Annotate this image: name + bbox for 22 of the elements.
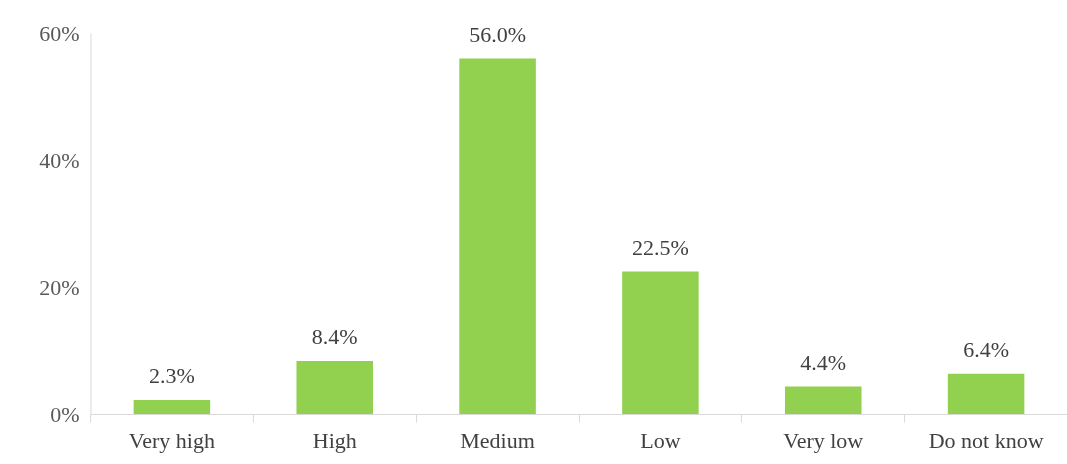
y-tick-label: 20% [39, 274, 80, 300]
x-tick-label: Low [640, 427, 681, 453]
x-tick-label: Very high [128, 427, 215, 453]
y-tick-label: 60% [39, 20, 80, 46]
bar [296, 361, 374, 415]
data-label: 8.4% [311, 324, 358, 350]
y-tick-label: 0% [50, 402, 80, 427]
x-tick-label: High [312, 427, 357, 453]
bar [947, 373, 1025, 415]
bar [459, 58, 536, 415]
data-label: 56.0% [469, 21, 526, 47]
x-tick-label: Do not know [928, 427, 1044, 453]
data-label: 4.4% [800, 349, 847, 375]
y-tick-label: 40% [39, 147, 80, 173]
data-label: 2.3% [149, 362, 195, 388]
bar [784, 386, 862, 415]
x-tick-label: Medium [460, 427, 535, 453]
data-label: 22.5% [632, 234, 689, 260]
bar [622, 271, 699, 415]
x-tick-label: Very low [783, 427, 864, 453]
bar [133, 399, 211, 415]
data-label: 6.4% [963, 336, 1009, 362]
